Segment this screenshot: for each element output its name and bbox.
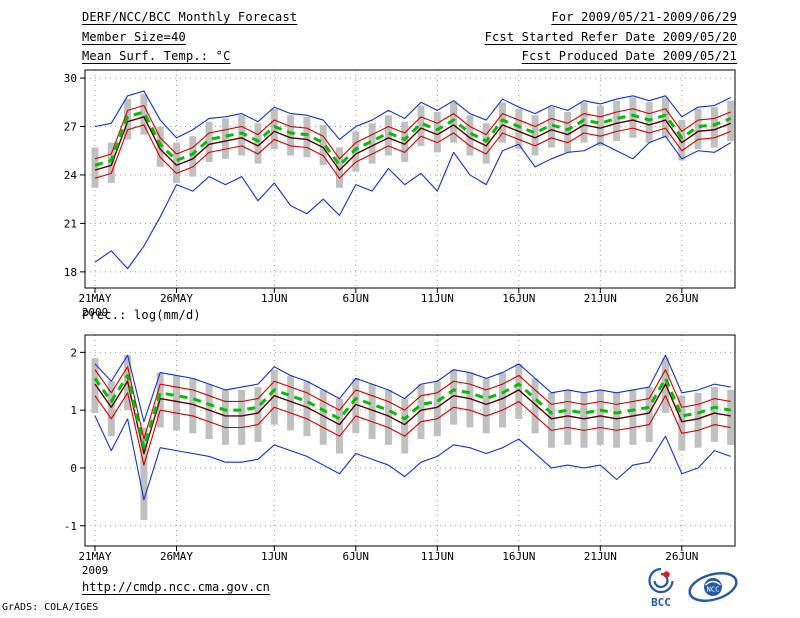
bcc-logo-label: BCC xyxy=(651,596,671,608)
svg-text:1JUN: 1JUN xyxy=(261,550,288,563)
svg-text:6JUN: 6JUN xyxy=(343,292,370,305)
temperature-chart-panel: 18 21 24 27 30 21MAY 26MAY 1JUN 6JUN 11JUN 16JUN 21… xyxy=(64,69,736,319)
svg-text:26MAY: 26MAY xyxy=(160,292,193,305)
svg-text:26JUN: 26JUN xyxy=(665,550,698,563)
source-url: http://cmdp.ncc.cma.gov.cn xyxy=(82,580,270,594)
svg-text:2009: 2009 xyxy=(82,564,109,577)
ncc-logo-icon: NCC xyxy=(688,572,738,602)
svg-text:27: 27 xyxy=(64,121,77,134)
precip-panel-title: Prec.: log(mm/d) xyxy=(82,308,201,322)
ncc-logo-label: NCC xyxy=(707,586,720,594)
svg-text:21JUN: 21JUN xyxy=(584,550,617,563)
grads-credit: GrADS: COLA/IGES xyxy=(2,602,99,613)
temp-panel-title: Mean Surf. Temp.: °C xyxy=(82,49,231,63)
produced-date-label: Fcst Produced Date 2009/05/21 xyxy=(521,49,737,63)
svg-text:11JUN: 11JUN xyxy=(421,292,454,305)
svg-text:21MAY: 21MAY xyxy=(78,550,111,563)
svg-text:16JUN: 16JUN xyxy=(502,550,535,563)
svg-text:24: 24 xyxy=(64,169,78,182)
bcc-logo-icon: BCC xyxy=(648,567,674,608)
svg-text:2: 2 xyxy=(70,346,77,359)
svg-text:11JUN: 11JUN xyxy=(421,550,454,563)
svg-text:21: 21 xyxy=(64,217,77,230)
member-size-label: Member Size=40 xyxy=(82,30,186,44)
precipitation-chart-panel: -1 0 1 2 21MAY 26MAY 1JUN 6JUN 11JUN 16JUN 21JUN 26… xyxy=(64,334,736,577)
svg-text:30: 30 xyxy=(64,72,77,85)
svg-text:16JUN: 16JUN xyxy=(502,292,535,305)
refer-date-label: Fcst Started Refer Date 2009/05/20 xyxy=(484,30,737,44)
svg-text:6JUN: 6JUN xyxy=(343,550,370,563)
svg-text:0: 0 xyxy=(70,462,77,475)
svg-text:2009: 2009 xyxy=(82,306,109,319)
forecast-range-label: For 2009/05/21-2009/06/29 xyxy=(551,10,737,24)
svg-text:21JUN: 21JUN xyxy=(584,292,617,305)
svg-text:1: 1 xyxy=(70,404,77,417)
plot-title: DERF/NCC/BCC Monthly Forecast xyxy=(82,10,298,24)
svg-text:26JUN: 26JUN xyxy=(665,292,698,305)
svg-text:18: 18 xyxy=(64,266,77,279)
svg-text:1JUN: 1JUN xyxy=(261,292,288,305)
svg-text:-1: -1 xyxy=(64,520,77,533)
svg-text:21MAY: 21MAY xyxy=(78,292,111,305)
svg-text:26MAY: 26MAY xyxy=(160,550,193,563)
